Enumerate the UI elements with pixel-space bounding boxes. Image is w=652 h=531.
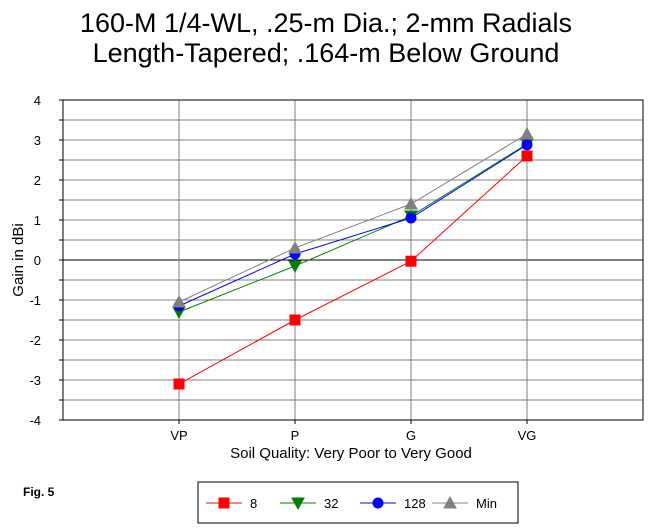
series-line	[178, 144, 528, 307]
series-128	[173, 139, 533, 312]
legend-marker	[372, 497, 384, 509]
data-point	[288, 240, 302, 254]
x-axis-label: Soil Quality: Very Poor to Very Good	[230, 445, 472, 462]
chart-title-line-2: Length-Tapered; .164-m Below Ground	[93, 38, 560, 68]
x-tick-label: VP	[170, 428, 187, 443]
y-tick-label: 3	[34, 133, 41, 148]
y-tick-label: 2	[34, 173, 41, 188]
x-tick-label: P	[291, 428, 300, 443]
grid	[63, 99, 643, 421]
series-line	[178, 133, 528, 303]
legend-label: 32	[324, 496, 338, 511]
legend: 8 32 128 Min	[197, 481, 519, 524]
series-layer	[172, 126, 534, 390]
legend-label: 128	[404, 496, 426, 511]
legend-marker	[443, 495, 457, 509]
data-point	[404, 196, 418, 210]
y-tick-label: 0	[34, 253, 41, 268]
x-axis-ticks: VP P G VG	[170, 420, 536, 443]
legend-marker	[218, 497, 230, 509]
series-line	[178, 143, 528, 313]
data-point	[405, 212, 417, 224]
x-tick-label: VG	[518, 428, 537, 443]
y-tick-label: -4	[29, 413, 41, 428]
data-point	[520, 126, 534, 140]
y-tick-label: 4	[34, 93, 41, 108]
y-tick-label: -1	[29, 293, 41, 308]
data-point	[405, 255, 417, 267]
y-tick-label: 1	[34, 213, 41, 228]
chart-title-line-1: 160-M 1/4-WL, .25-m Dia.; 2-mm Radials	[80, 8, 572, 38]
data-point	[521, 150, 533, 162]
series-8	[173, 150, 533, 390]
y-tick-label: -2	[29, 333, 41, 348]
legend-box	[197, 481, 519, 524]
legend-marker	[291, 497, 305, 511]
y-axis-label: Gain in dBi	[10, 223, 27, 296]
legend-item: Min	[432, 495, 497, 511]
data-point	[521, 139, 533, 151]
data-point	[289, 314, 301, 326]
data-point	[288, 260, 302, 274]
y-axis-ticks: -4 -3 -2 -1 0 1 2 3 4	[29, 93, 63, 428]
figure-label: Fig. 5	[23, 485, 55, 499]
legend-item: 32	[280, 496, 338, 511]
legend-item: 128	[360, 496, 426, 511]
data-point	[173, 378, 185, 390]
legend-item: 8	[206, 496, 257, 511]
legend-label: 8	[250, 496, 257, 511]
x-tick-label: G	[406, 428, 416, 443]
series-Min	[172, 126, 534, 308]
data-point	[172, 294, 186, 308]
legend-label: Min	[476, 496, 497, 511]
series-line	[178, 155, 528, 385]
y-tick-label: -3	[29, 373, 41, 388]
